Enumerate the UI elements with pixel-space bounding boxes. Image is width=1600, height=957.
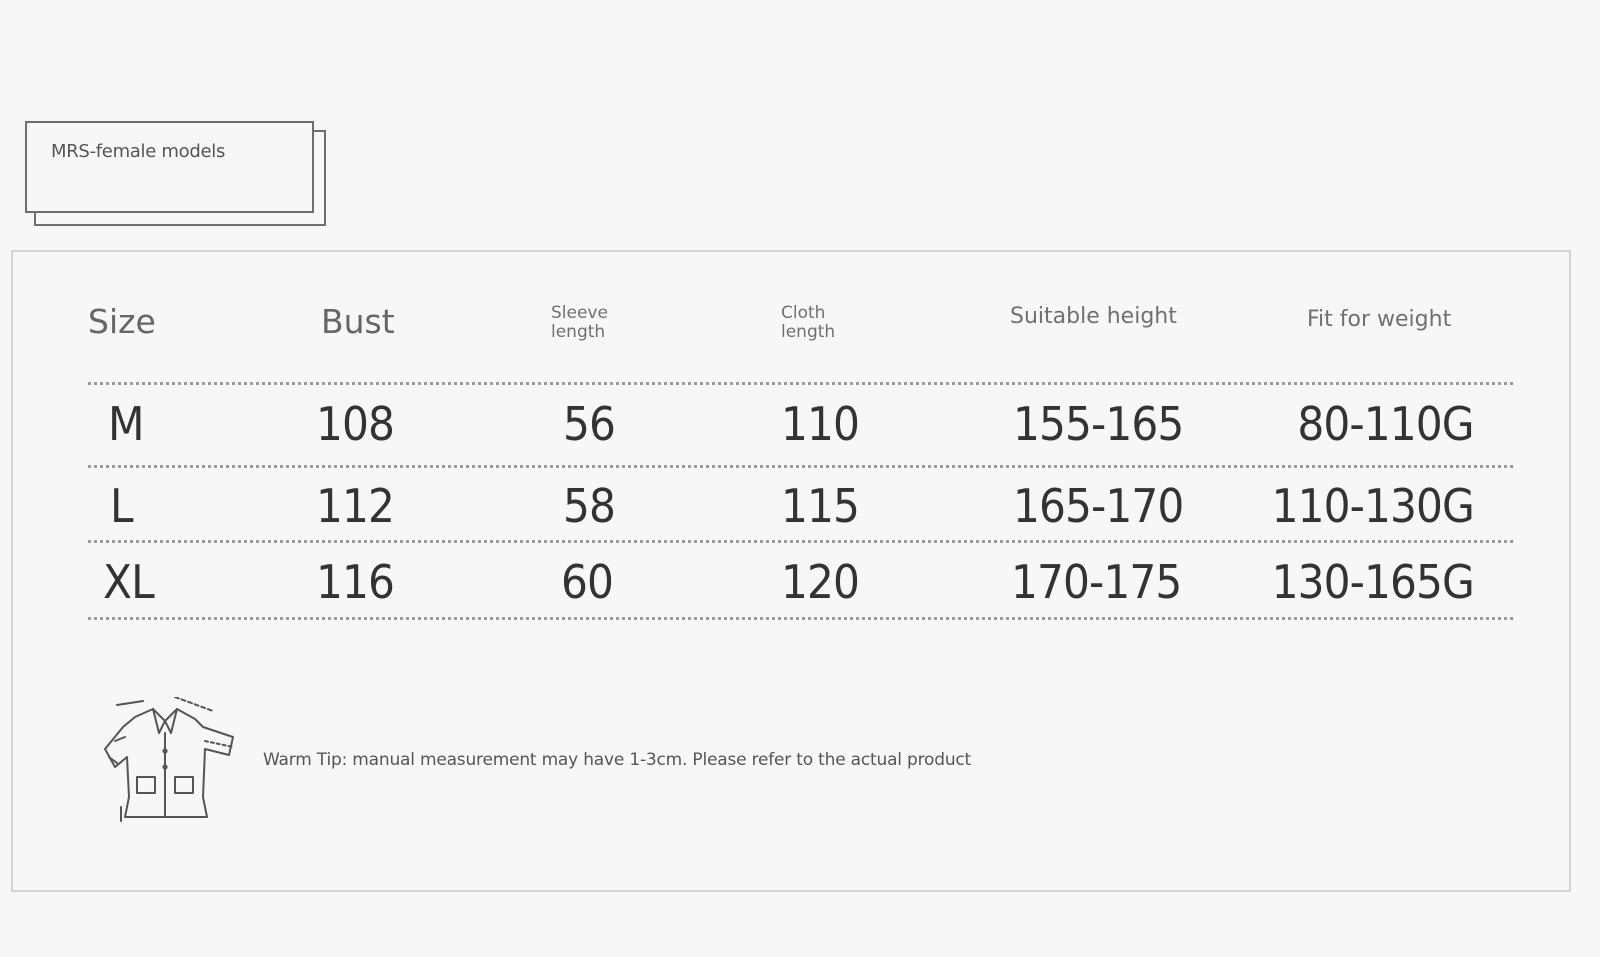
divider-row-3 [88,617,1513,620]
row-xl-height: 170-175 [1011,555,1182,609]
tag-label: MRS-female models [51,141,226,162]
garment-measure-icon [95,696,255,827]
row-xl-weight: 130-165G [1271,555,1475,609]
row-l-bust: 112 [316,479,395,533]
row-m-sleeve: 56 [563,397,616,451]
header-bust: Bust [321,302,395,341]
row-m-cloth: 110 [781,397,860,451]
divider-row-2 [88,540,1513,543]
row-l-cloth: 115 [781,479,860,533]
header-sleeve-length: Sleeve length [551,304,608,342]
header-sleeve-line2: length [551,322,606,342]
row-l-weight: 110-130G [1271,479,1475,533]
row-l-sleeve: 58 [563,479,616,533]
divider-row-1 [88,465,1513,468]
header-sleeve-line1: Sleeve [551,303,608,323]
tag-card: MRS-female models [25,121,314,213]
divider-header [88,382,1513,385]
header-cloth-line2: length [781,322,836,342]
header-size: Size [88,302,156,341]
header-suitable-height: Suitable height [1010,304,1177,329]
row-xl-size: XL [103,555,155,609]
row-m-weight: 80-110G [1297,397,1475,451]
warm-tip: Warm Tip: manual measurement may have 1-… [263,750,972,770]
header-cloth-line1: Cloth [781,303,826,323]
row-l-size: L [110,479,134,533]
header-cloth-length: Cloth length [781,304,835,342]
row-m-bust: 108 [316,397,395,451]
row-m-height: 155-165 [1013,397,1184,451]
row-m-size: M [108,397,145,451]
row-xl-cloth: 120 [781,555,860,609]
row-xl-bust: 116 [316,555,395,609]
row-xl-sleeve: 60 [561,555,614,609]
size-table-panel: Size Bust Sleeve length Cloth length Sui… [11,250,1571,892]
row-l-height: 165-170 [1013,479,1184,533]
header-fit-weight: Fit for weight [1307,307,1452,332]
